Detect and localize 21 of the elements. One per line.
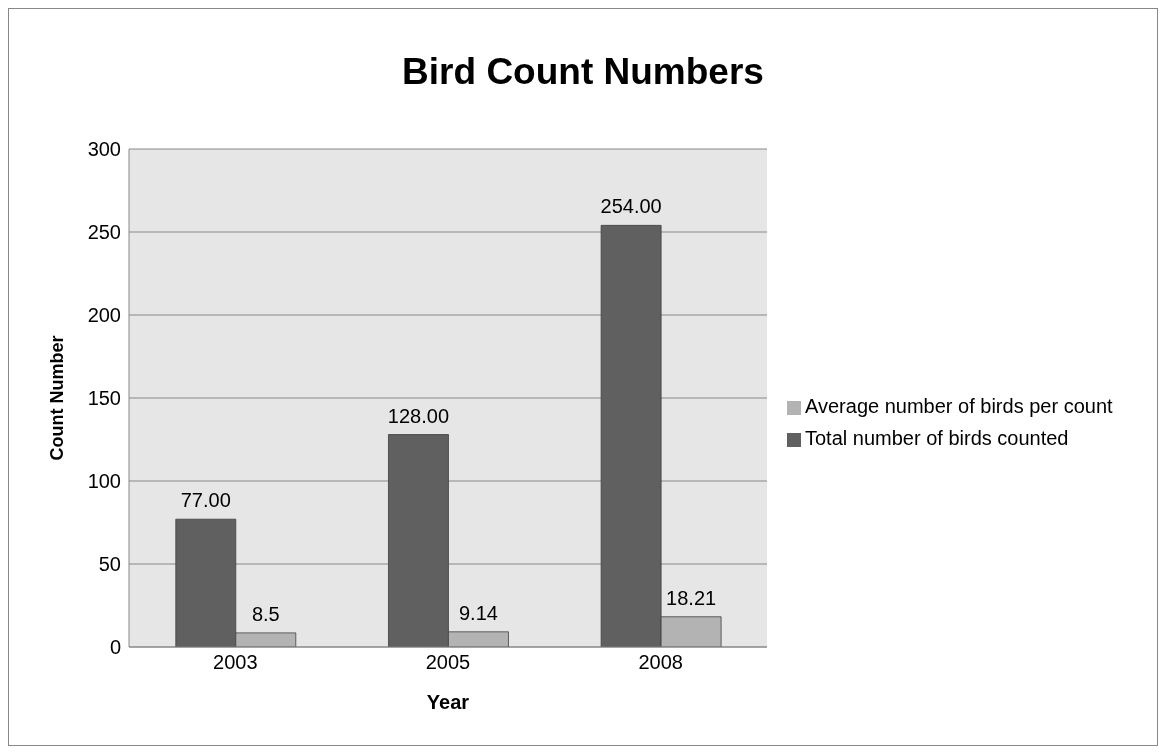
data-label: 8.5 [251, 602, 280, 625]
y-tick-label: 150 [87, 387, 121, 410]
data-label: 128.00 [387, 404, 450, 427]
x-tick-label: 2005 [425, 651, 471, 674]
y-tick-label: 200 [87, 304, 121, 327]
y-tick-label: 100 [87, 470, 121, 493]
legend-label: Total number of birds counted [805, 427, 1069, 449]
y-axis-title: Count Number [47, 335, 68, 461]
y-tick-label: 0 [109, 636, 121, 659]
data-label: 254.00 [600, 195, 662, 218]
data-label: 77.00 [180, 489, 231, 512]
legend-label: Average number of birds per count [805, 395, 1113, 417]
x-axis-title: Year [426, 691, 470, 713]
y-tick-label: 250 [87, 221, 121, 244]
data-label: 9.14 [458, 601, 498, 624]
chart-title: Bird Count Numbers [401, 51, 765, 94]
y-tick-label: 300 [87, 138, 121, 161]
y-tick-label: 50 [98, 553, 121, 576]
data-label: 18.21 [666, 586, 717, 609]
x-tick-label: 2008 [638, 651, 683, 674]
x-tick-label: 2003 [213, 651, 258, 674]
